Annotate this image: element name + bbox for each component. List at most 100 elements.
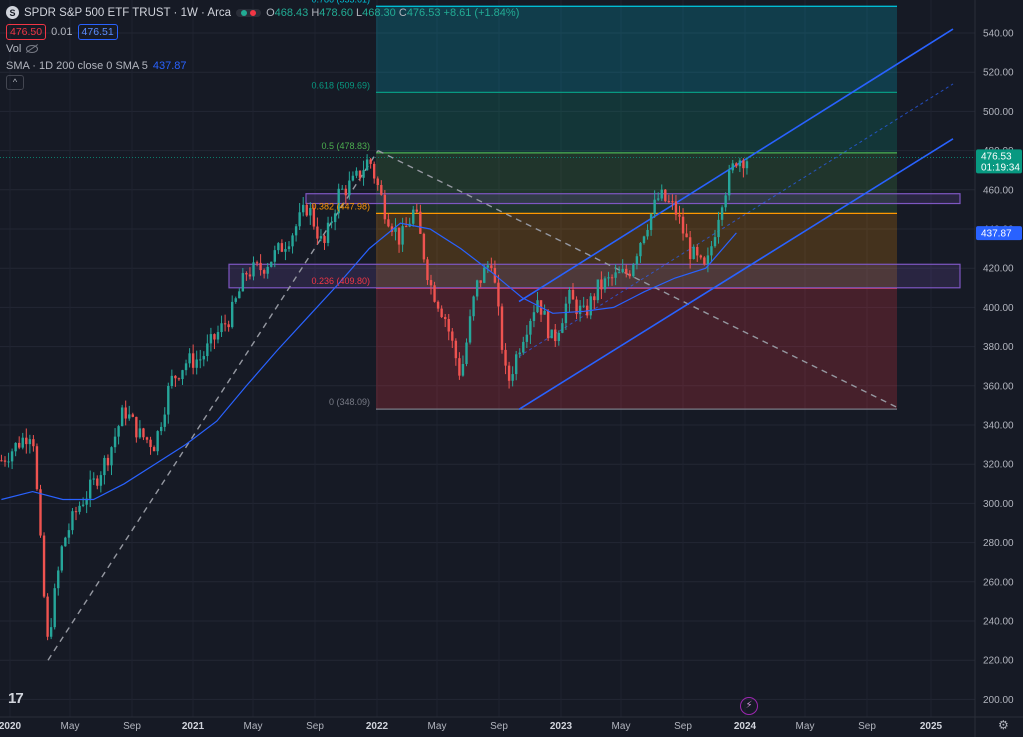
symbol-title[interactable]: SPDR S&P 500 ETF TRUST · 1W · Arca xyxy=(24,6,232,19)
candlesticks xyxy=(0,154,749,641)
bolt-icon[interactable]: ⚡ xyxy=(740,697,758,715)
candle-body xyxy=(348,180,351,196)
candle-body xyxy=(270,261,273,267)
y-tick-label: 460.00 xyxy=(983,185,1014,196)
candle-body xyxy=(653,199,656,214)
candle-body xyxy=(436,301,440,309)
fib-level-label: 0.786 (553.61) xyxy=(311,0,370,4)
channel-line xyxy=(518,138,954,410)
candle-body xyxy=(635,256,639,265)
candle-body xyxy=(49,627,53,637)
y-tick-label: 320.00 xyxy=(983,460,1014,471)
y-tick-label: 500.00 xyxy=(983,107,1014,118)
x-tick-label: 2023 xyxy=(550,721,573,732)
candle-body xyxy=(561,323,564,333)
candle-body xyxy=(589,296,592,316)
candle-body xyxy=(497,282,500,307)
candle-body xyxy=(415,209,418,212)
sma-polyline xyxy=(1,222,737,501)
open-label: O xyxy=(266,6,275,19)
candle-body xyxy=(167,385,170,415)
volume-label[interactable]: Vol xyxy=(6,42,22,55)
candle-body xyxy=(88,479,92,499)
candle-body xyxy=(731,163,734,171)
candle-body xyxy=(617,272,621,274)
candle-body xyxy=(60,546,63,571)
hidden-eye-icon[interactable] xyxy=(26,44,39,53)
candle-body xyxy=(504,349,507,366)
candle-body xyxy=(21,437,24,448)
candle-body xyxy=(17,442,21,448)
high-label: H xyxy=(311,6,320,19)
candle-body xyxy=(255,262,259,264)
candle-body xyxy=(67,530,71,538)
candle-body xyxy=(681,216,685,234)
candle-body xyxy=(344,188,347,196)
gear-icon[interactable]: ⚙ xyxy=(998,718,1009,732)
y-tick-label: 360.00 xyxy=(983,381,1014,392)
candle-body xyxy=(454,340,458,359)
candle-body xyxy=(330,222,333,224)
candle-body xyxy=(135,416,138,438)
candle-body xyxy=(174,375,177,379)
candle-body xyxy=(117,426,120,437)
candle-body xyxy=(184,363,188,371)
collapse-chevron-icon[interactable]: ^ xyxy=(6,75,24,90)
time-axis: 2020 May Sep 2021 May Sep 2022 May Sep 2023 May Sep… xyxy=(0,716,1023,732)
candle-body xyxy=(525,334,529,342)
candle-body xyxy=(316,226,319,239)
open-value: 468.43 xyxy=(274,6,309,19)
candle-body xyxy=(7,461,10,463)
candle-body xyxy=(639,243,642,257)
candle-body xyxy=(447,319,450,332)
y-tick-label: 220.00 xyxy=(983,656,1014,667)
spread-value: 0.01 xyxy=(51,25,73,38)
candle-body xyxy=(312,207,316,227)
candle-body xyxy=(394,227,397,232)
last-price-label: 476.53 xyxy=(981,151,1012,162)
candle-body xyxy=(3,460,7,462)
candle-body xyxy=(230,301,234,328)
candle-body xyxy=(429,280,433,286)
bid-button[interactable]: 476.50 xyxy=(6,23,47,40)
ask-button[interactable]: 476.51 xyxy=(77,23,118,40)
candle-body xyxy=(720,207,724,220)
candle-body xyxy=(738,160,742,167)
candle-body xyxy=(664,189,667,202)
x-tick-label: 2024 xyxy=(734,721,757,732)
candle-body xyxy=(170,375,174,386)
candle-body xyxy=(0,460,3,462)
candle-body xyxy=(713,237,717,247)
trendline-down xyxy=(377,149,898,408)
market-status-indicator[interactable] xyxy=(236,8,262,17)
candle-body xyxy=(376,178,379,186)
candle-body xyxy=(71,511,74,531)
tradingview-logo-icon[interactable]: 17 xyxy=(8,690,24,707)
candle-body xyxy=(426,259,429,281)
x-tick-label: 2021 xyxy=(182,721,205,732)
status-dot-icon xyxy=(250,9,257,16)
fib-level-label: 0 (348.09) xyxy=(329,397,370,407)
candle-body xyxy=(475,280,479,297)
candle-body xyxy=(191,353,195,368)
countdown-label: 01:19:34 xyxy=(981,162,1020,173)
candle-body xyxy=(355,170,358,176)
candle-body xyxy=(216,332,220,340)
candle-body xyxy=(284,249,287,252)
candle-body xyxy=(202,356,205,360)
candle-body xyxy=(500,306,504,350)
candle-body xyxy=(742,160,745,169)
candle-body xyxy=(507,365,511,381)
candle-body xyxy=(128,414,131,419)
candle-body xyxy=(575,299,578,315)
candle-body xyxy=(252,262,255,277)
candle-body xyxy=(550,329,553,339)
chart-legend: S SPDR S&P 500 ETF TRUST · 1W · Arca O46… xyxy=(6,4,519,91)
candle-body xyxy=(571,289,575,300)
candle-body xyxy=(74,511,78,513)
candle-body xyxy=(53,588,56,628)
sma-label[interactable]: SMA · 1D 200 close 0 SMA 5 xyxy=(6,59,148,72)
candle-body xyxy=(305,204,308,216)
candle-body xyxy=(277,243,280,251)
